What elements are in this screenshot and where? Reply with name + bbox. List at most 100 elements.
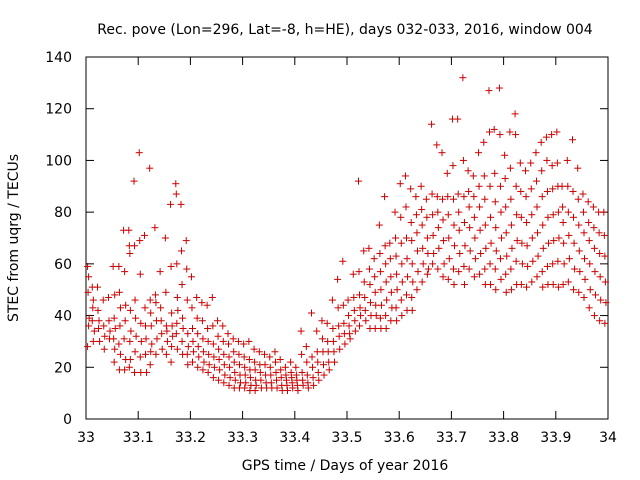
data-point	[381, 193, 389, 201]
data-point	[110, 335, 118, 343]
data-point	[215, 356, 223, 364]
x-tick-label: 33	[77, 430, 95, 446]
data-point	[491, 265, 499, 273]
data-point	[475, 149, 483, 157]
data-point	[475, 182, 483, 190]
data-point	[486, 182, 494, 190]
data-point	[152, 350, 160, 358]
data-point	[459, 156, 467, 164]
data-point	[585, 218, 593, 226]
data-point	[195, 353, 203, 361]
data-point	[532, 149, 540, 157]
data-point	[95, 317, 103, 325]
data-point	[398, 312, 406, 320]
data-point	[490, 125, 498, 133]
data-point	[539, 244, 547, 252]
y-tick-label: 0	[63, 412, 72, 428]
data-point	[122, 301, 130, 309]
data-point	[414, 268, 422, 276]
data-point	[450, 221, 458, 229]
data-point	[575, 247, 583, 255]
data-point	[476, 226, 484, 234]
data-point	[491, 198, 499, 206]
data-point	[486, 260, 494, 268]
data-point	[465, 265, 473, 273]
data-point	[524, 262, 532, 270]
data-point	[200, 358, 208, 366]
data-point	[288, 374, 296, 382]
data-point	[292, 371, 300, 379]
x-tick-label: 33.6	[384, 430, 415, 446]
y-tick-label: 120	[45, 102, 72, 118]
data-point	[397, 213, 405, 221]
data-point	[408, 293, 416, 301]
data-point	[147, 322, 155, 330]
data-point	[167, 200, 175, 208]
data-point	[266, 363, 274, 371]
data-point	[403, 234, 411, 242]
data-point	[376, 268, 384, 276]
data-point	[126, 306, 134, 314]
data-point	[310, 381, 318, 389]
data-point	[329, 337, 337, 345]
data-point	[424, 265, 432, 273]
data-point	[365, 244, 373, 252]
data-point	[574, 195, 582, 203]
data-point	[313, 327, 321, 335]
data-point	[126, 250, 134, 258]
y-tick-label: 40	[54, 309, 72, 325]
data-point	[517, 187, 525, 195]
data-point	[553, 128, 561, 136]
data-point	[454, 190, 462, 198]
data-point	[141, 304, 149, 312]
data-point	[299, 381, 307, 389]
data-point	[554, 257, 562, 265]
data-point	[188, 304, 196, 312]
data-point	[209, 374, 217, 382]
data-point	[289, 384, 297, 392]
data-point	[194, 343, 202, 351]
x-tick-label: 33.2	[175, 430, 206, 446]
data-point	[304, 384, 312, 392]
data-point	[560, 260, 568, 268]
data-point	[172, 330, 180, 338]
data-point	[351, 327, 359, 335]
data-point	[184, 330, 192, 338]
data-point	[533, 273, 541, 281]
data-point	[455, 226, 463, 234]
data-point	[565, 231, 573, 239]
data-point	[167, 262, 175, 270]
data-point	[173, 260, 181, 268]
data-point	[586, 260, 594, 268]
data-point	[477, 250, 485, 258]
data-point	[456, 250, 464, 258]
data-point	[466, 247, 474, 255]
data-point	[214, 332, 222, 340]
data-point	[126, 356, 134, 364]
data-point	[444, 193, 452, 201]
data-point	[591, 291, 599, 299]
data-point	[143, 368, 151, 376]
data-point	[492, 224, 500, 232]
data-point	[329, 325, 337, 332]
data-point	[231, 368, 239, 376]
data-point	[403, 291, 411, 299]
data-point	[502, 203, 510, 211]
data-point	[428, 120, 436, 128]
data-point	[93, 283, 101, 291]
data-point	[596, 250, 604, 258]
data-point	[570, 286, 578, 294]
data-point	[507, 265, 515, 273]
data-point	[178, 337, 186, 345]
data-point	[586, 286, 594, 294]
data-point	[501, 175, 509, 183]
data-point	[502, 229, 510, 237]
data-point	[320, 371, 328, 379]
data-point	[115, 262, 123, 270]
data-point	[476, 270, 484, 278]
y-tick-label: 140	[45, 50, 72, 66]
data-point	[470, 213, 478, 221]
data-point	[412, 211, 420, 219]
data-point	[433, 141, 441, 149]
data-point	[209, 322, 217, 330]
